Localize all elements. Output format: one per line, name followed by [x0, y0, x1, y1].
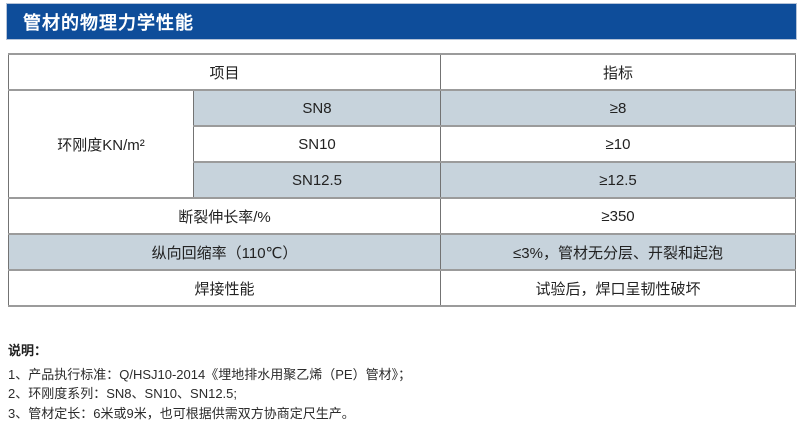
item-cell-elongation: 断裂伸长率/% — [7, 197, 442, 235]
value-cell-shrinkage: ≤3%，管材无分层、开裂和起泡 — [440, 233, 797, 271]
spec-table: 项目 指标 环刚度KN/m² SN8 ≥8 SN10 ≥10 SN12.5 ≥1… — [7, 53, 797, 307]
grade-cell-sn12-5: SN12.5 — [192, 161, 442, 199]
note-line-1: 1、产品执行标准：Q/HSJ10-2014《埋地排水用聚乙烯（PE）管材》； — [8, 366, 412, 382]
header-cell-item: 项目 — [7, 53, 442, 91]
notes-section: 说明： 1、产品执行标准：Q/HSJ10-2014《埋地排水用聚乙烯（PE）管材… — [8, 341, 788, 423]
table-row-shrinkage: 纵向回缩率（110℃） ≤3%，管材无分层、开裂和起泡 — [7, 233, 797, 271]
header-cell-indicator: 指标 — [440, 53, 797, 91]
table-row-sn8: 环刚度KN/m² SN8 ≥8 — [8, 89, 797, 199]
grade-cell-sn10: SN10 — [192, 125, 442, 163]
table-row-sn12-5: SN12.5 ≥12.5 — [9, 161, 797, 199]
note-line-3: 3、管材定长：6米或9米，也可根据供需双方协商定尺生产。 — [8, 405, 355, 421]
value-cell-sn12-5: ≥12.5 — [440, 161, 797, 199]
item-cell-welding: 焊接性能 — [7, 269, 442, 307]
table-row-welding: 焊接性能 试验后，焊口呈韧性破坏 — [7, 269, 797, 307]
value-cell-sn8: ≥8 — [440, 89, 797, 127]
table-row-elongation: 断裂伸长率/% ≥350 — [7, 197, 797, 235]
grade-cell-sn8: SN8 — [192, 89, 442, 127]
table-header-row: 项目 指标 — [7, 53, 797, 91]
item-cell-shrinkage: 纵向回缩率（110℃） — [7, 233, 442, 271]
value-cell-welding: 试验后，焊口呈韧性破坏 — [440, 269, 797, 307]
value-cell-sn10: ≥10 — [440, 125, 797, 163]
page-title: 管材的物理力学性能 — [23, 12, 194, 33]
ring-stiffness-label-cell: 环刚度KN/m² — [8, 89, 194, 199]
value-cell-elongation: ≥350 — [440, 197, 797, 235]
note-line-2: 2、环刚度系列：SN8、SN10、SN12.5; — [8, 386, 238, 401]
table-row-sn10: SN10 ≥10 — [9, 125, 797, 163]
section-title-bar: 管材的物理力学性能 — [6, 3, 797, 40]
notes-heading: 说明： — [8, 343, 48, 358]
